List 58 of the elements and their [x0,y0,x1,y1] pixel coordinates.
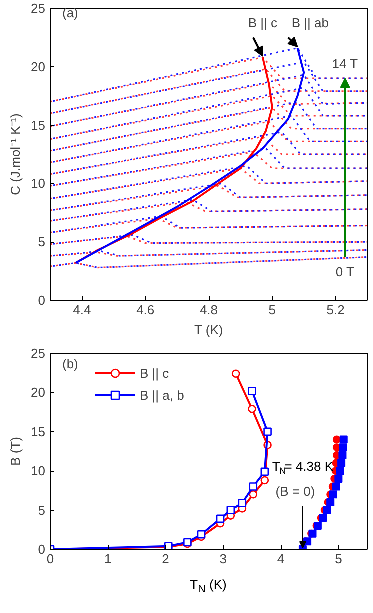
point [334,474,343,483]
point [332,482,340,491]
x-tick-label: 4.4 [73,302,92,318]
point [248,386,256,396]
point [326,498,335,506]
point [329,490,338,499]
point [339,444,348,452]
annotation: B || c [248,16,278,31]
annotation: 0 T [336,264,355,280]
point [264,428,272,436]
point [226,506,236,514]
point [336,467,344,476]
x-tick-label: 5 [335,552,342,566]
x-tick-label: 3 [220,552,228,566]
line-series [50,256,368,269]
point [248,405,256,414]
y-axis-title: C (J.mol⁻¹ K⁻¹) [8,114,24,196]
point [260,468,270,476]
x-tick-label: 4 [277,552,285,566]
point [197,530,206,539]
point [249,490,258,499]
y-tick-label: 5 [38,234,46,250]
y-tick-label: 15 [31,424,46,440]
point [232,370,240,378]
y-tick-label: 0 [38,293,46,308]
annotation: (B = 0) [276,484,316,499]
annotation: (b) [62,356,78,372]
x-axis-title: T$_{N}$ (K) [190,577,227,598]
y-tick-label: 5 [38,502,46,518]
point [323,506,332,514]
y-tick-label: 15 [31,118,46,133]
x-tick-label: 1 [104,552,112,566]
x-tick-label: 4.8 [200,302,218,318]
y-tick-label: 20 [31,59,46,74]
point [338,451,347,460]
annotation: B || ab [292,16,329,31]
point [340,436,348,444]
x-axis-title: T (K) [194,322,224,338]
y-tick-label: 10 [31,464,46,479]
point [238,499,247,508]
point [249,482,258,491]
legend-label: B || c [140,366,170,380]
y-tick-label: 25 [31,1,46,16]
annotation: 14 T [332,56,358,72]
x-tick-label: 2 [162,552,170,566]
x-tick-label: 5 [268,302,276,318]
legend-label: B || a, b [140,388,184,402]
point [216,514,225,524]
x-tick-label: 4.6 [136,302,155,318]
point [260,476,270,485]
y-axis-title: B (T) [8,437,24,466]
y-tick-label: 0 [38,542,46,557]
point [332,436,341,444]
x-tick-label: 5.2 [326,302,345,318]
y-tick-label: 25 [31,346,46,361]
y-tick-label: 10 [31,176,46,192]
y-tick-label: 20 [31,385,46,400]
point [338,459,346,468]
